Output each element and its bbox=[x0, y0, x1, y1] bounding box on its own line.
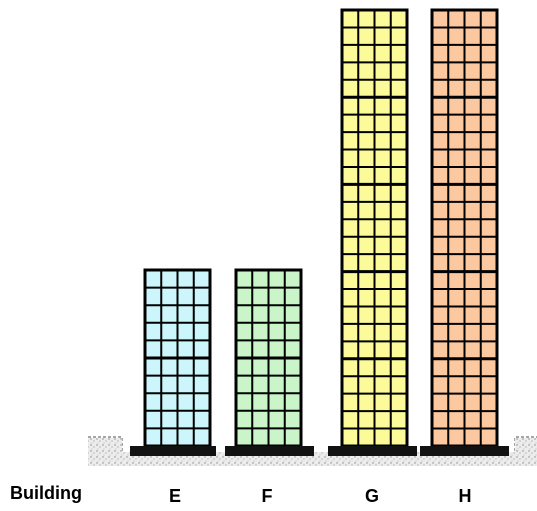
building-label-G: G bbox=[365, 486, 379, 506]
building-H-windows bbox=[432, 10, 497, 446]
row-label: Building bbox=[10, 483, 82, 503]
ground-left-mound bbox=[88, 438, 122, 466]
building-G-base bbox=[328, 446, 417, 456]
ground-right-mound bbox=[515, 438, 537, 466]
building-label-F: F bbox=[262, 486, 273, 506]
building-label-H: H bbox=[459, 486, 472, 506]
building-F bbox=[225, 268, 314, 456]
building-E-windows bbox=[145, 270, 210, 446]
building-label-E: E bbox=[169, 486, 181, 506]
building-F-base bbox=[225, 446, 314, 456]
building-E bbox=[130, 268, 216, 456]
building-H-base bbox=[420, 446, 509, 456]
building-E-base bbox=[130, 446, 216, 456]
building-G-windows bbox=[342, 10, 407, 446]
building-G bbox=[328, 8, 417, 456]
building-H bbox=[420, 8, 509, 456]
building-F-windows bbox=[236, 270, 301, 446]
